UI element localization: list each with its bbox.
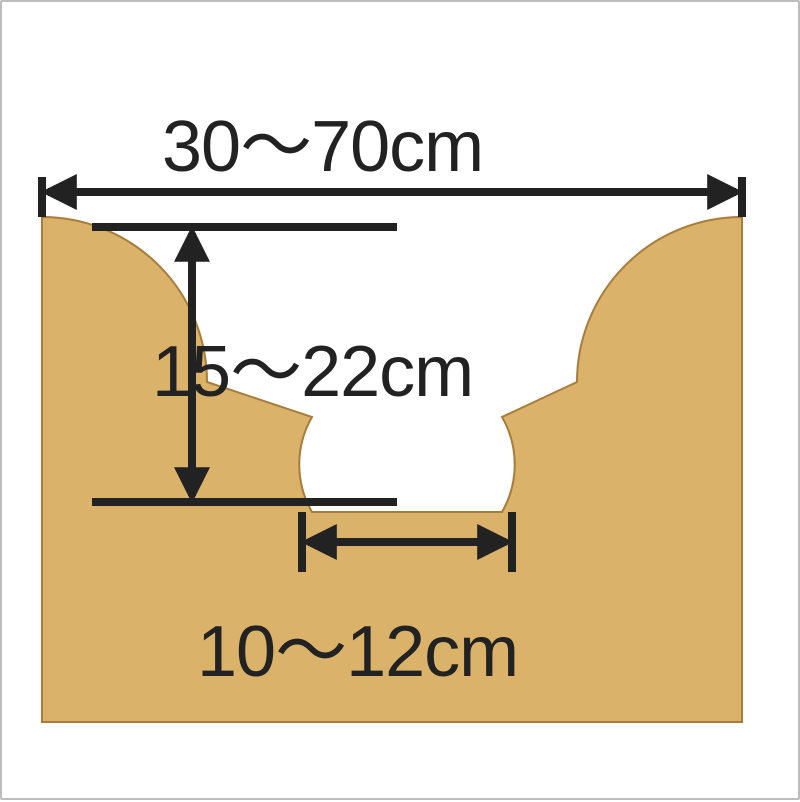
dimension-label-bottom-width: 10～12cm	[197, 592, 518, 697]
dimension-label-depth: 15～22cm	[152, 312, 473, 417]
dimension-label-top-width: 30～70cm	[162, 87, 483, 192]
diagram-frame: 30～70cm 15～22cm 10～12cm	[0, 0, 800, 800]
